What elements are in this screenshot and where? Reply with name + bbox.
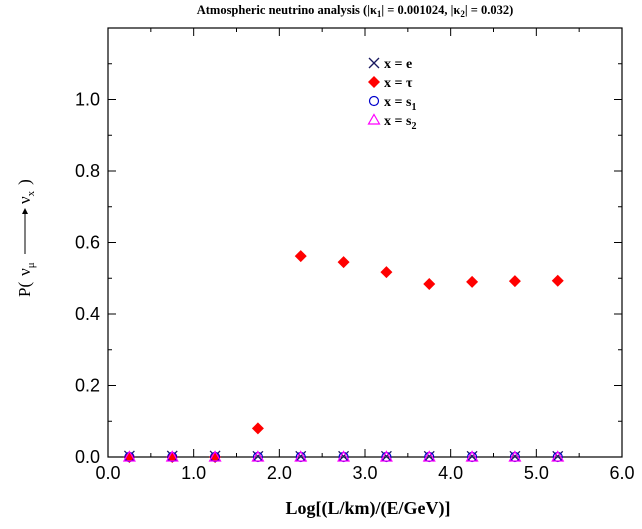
- x-tick-label: 5.0: [524, 463, 549, 483]
- x-tick-label: 6.0: [609, 463, 634, 483]
- legend-label: x = s1: [384, 95, 416, 113]
- legend-label: x = s2: [384, 114, 416, 132]
- data-point-triangle: [122, 450, 136, 462]
- svg-text:νx): νx): [15, 179, 37, 204]
- data-point-triangle: [208, 450, 222, 462]
- plot-frame: [107, 27, 623, 458]
- y-tick-label: 0.0: [75, 447, 100, 467]
- data-point-triangle: [465, 450, 479, 462]
- data-point-diamond: [294, 250, 307, 263]
- legend-marker: [368, 95, 380, 107]
- data-point-triangle: [251, 450, 265, 462]
- data-point-triangle: [551, 450, 565, 462]
- data-point-triangle: [508, 450, 522, 462]
- legend-marker: [368, 57, 380, 69]
- x-axis-label: Log[(L/km)/(E/GeV)]: [286, 498, 451, 519]
- data-point-diamond: [337, 256, 350, 269]
- axis-ticks: 0.0 1.0 2.0 3.0 4.0 5.0 6.0 0.0 0.2 0.4 0.6 0.8 1.0: [75, 28, 635, 483]
- data-point-triangle: [379, 450, 393, 462]
- x-tick-label: 3.0: [352, 463, 377, 483]
- data-point-triangle: [294, 450, 308, 462]
- legend: x = e x = τ x = s1x = s2: [367, 57, 416, 132]
- legend-label: x = e: [384, 57, 412, 72]
- y-axis-label: P(νμ νx): [15, 179, 37, 297]
- data-point-diamond: [466, 275, 479, 288]
- data-point-triangle: [422, 450, 436, 462]
- data-point-diamond: [551, 274, 564, 287]
- legend-label: x = τ: [384, 76, 413, 91]
- svg-text:P(νμ: P(νμ: [15, 262, 37, 297]
- cross-stroke: [368, 57, 380, 69]
- data-point-triangle: [337, 450, 351, 462]
- y-tick-label: 0.6: [75, 233, 100, 253]
- legend-marker: [368, 76, 380, 88]
- legend-marker: [367, 113, 381, 125]
- y-tick-label: 0.8: [75, 161, 100, 181]
- data-point-diamond: [380, 266, 393, 279]
- data-point-diamond: [508, 275, 521, 288]
- x-tick-label: 0.0: [95, 463, 120, 483]
- data-point-triangle: [165, 450, 179, 462]
- data-point-diamond: [423, 277, 436, 290]
- x-tick-label: 2.0: [267, 463, 292, 483]
- data-marks: [122, 250, 565, 463]
- y-tick-label: 1.0: [75, 90, 100, 110]
- x-tick-label: 1.0: [181, 463, 206, 483]
- x-tick-label: 4.0: [438, 463, 463, 483]
- y-tick-label: 0.2: [75, 376, 100, 396]
- chart-title: Atmospheric neutrino analysis (|κ1| = 0.…: [197, 3, 514, 19]
- data-point-diamond: [251, 422, 264, 435]
- y-tick-label: 0.4: [75, 304, 100, 324]
